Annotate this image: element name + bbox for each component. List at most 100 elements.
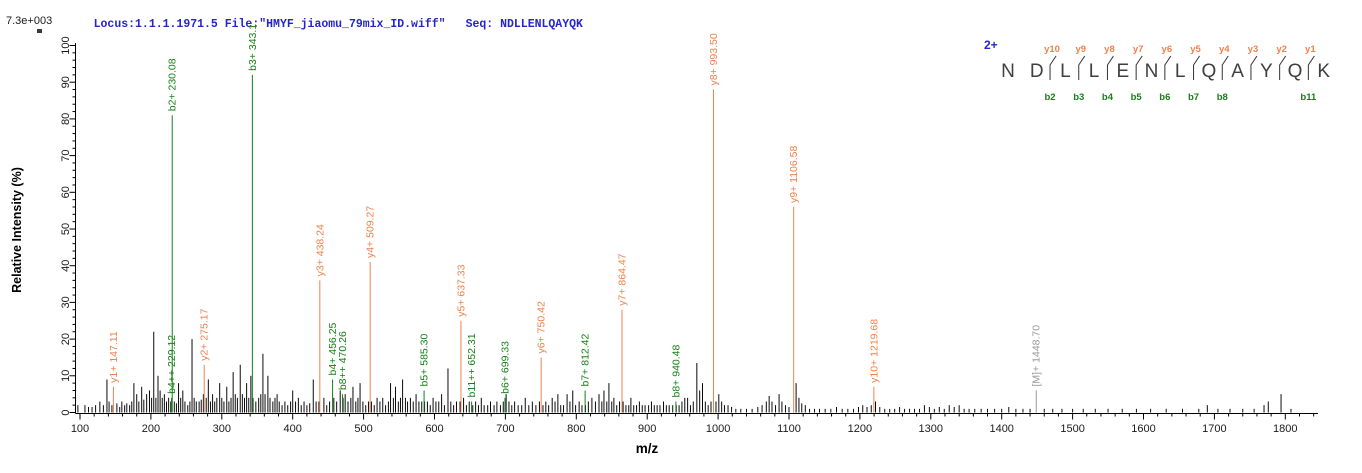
- x-axis-tick-label: 400: [284, 423, 302, 435]
- fragment-peak-label-b3+: b3+ 343.1: [247, 24, 259, 71]
- y-axis-tick-label: 30: [60, 296, 72, 308]
- locus-file-label: Locus:1.1.1.1971.5 File:"HMYF_jiaomu_79m…: [93, 18, 446, 31]
- fragment-peak-label-[M]+: [M]+ 1448.70: [1031, 325, 1043, 387]
- fragment-peak-label-y10+: y10+ 1219.68: [868, 319, 880, 383]
- seq-b-ion-label-b5: b5: [1131, 92, 1143, 103]
- x-axis-tick-label: 1700: [1202, 423, 1226, 435]
- y-axis-tick-label: 70: [60, 149, 72, 161]
- residue-7-L: L: [1175, 61, 1186, 82]
- residue-5-E: E: [1116, 61, 1129, 82]
- x-axis-tick-label: 1300: [919, 423, 943, 435]
- x-axis-tick-label: 1000: [706, 423, 730, 435]
- residue-8-Q: Q: [1202, 61, 1217, 82]
- fragment-peak-label-y2+: y2+ 275.17: [199, 308, 211, 360]
- x-axis-tick-label: 800: [567, 423, 585, 435]
- fragment-peak-label-b7+: b7+ 812.42: [580, 333, 592, 386]
- residue-2-D: D: [1030, 61, 1044, 82]
- residue-11-Q: Q: [1288, 61, 1303, 82]
- seq-b-ion-label-b6: b6: [1159, 92, 1170, 103]
- residue-4-L: L: [1089, 61, 1100, 82]
- residue-1-N: N: [1001, 61, 1015, 82]
- seq-y-ion-label-y1: y1: [1305, 44, 1316, 55]
- fragmentation-mark: [1135, 55, 1143, 80]
- sequence-label: Seq: NDLLENLQAYQK: [465, 18, 583, 31]
- y-axis-tick-label: 60: [60, 186, 72, 198]
- y-axis-tick-label: 90: [60, 76, 72, 88]
- fragment-peak-label-y4+: y4+ 509.27: [365, 206, 377, 258]
- seq-b-ion-label-b7: b7: [1188, 92, 1199, 103]
- fragment-peak-label-b8++: b8++ 470.26: [337, 331, 349, 390]
- fragment-peak-label-y1+: y1+ 147.11: [108, 331, 120, 383]
- fragmentation-mark: [1106, 55, 1114, 80]
- fragment-peak-label-y3+: y3+ 438.24: [314, 224, 326, 276]
- residue-6-N: N: [1145, 61, 1159, 82]
- y-axis-tick-label: 0: [60, 409, 72, 415]
- fragment-peak-label-y9+: y9+ 1106.58: [788, 146, 800, 203]
- x-axis-tick-label: 1200: [848, 423, 872, 435]
- fragment-peak-label-y8+: y8+ 993.50: [708, 33, 720, 85]
- fragment-peak-label-b11++: b11++ 652.31: [466, 333, 478, 397]
- y-axis-tick-label: 80: [60, 113, 72, 125]
- seq-y-ion-label-y6: y6: [1162, 44, 1173, 55]
- y-axis-tick-label: 40: [60, 260, 72, 272]
- x-axis-tick-label: 1800: [1273, 423, 1297, 435]
- fragmentation-mark: [1307, 55, 1315, 80]
- seq-b-ion-label-b4: b4: [1102, 92, 1114, 103]
- seq-y-ion-label-y10: y10: [1044, 44, 1060, 55]
- fragment-peak-label-b8+: b8+ 940.48: [670, 344, 682, 397]
- residue-12-K: K: [1317, 61, 1330, 82]
- y-axis-tick-label: 10: [60, 370, 72, 382]
- base-peak-intensity-label: 7.3e+003: [6, 15, 53, 27]
- fragment-peak-label-b6+: b6+ 699.33: [499, 341, 511, 394]
- seq-b-ion-label-b8: b8: [1217, 92, 1228, 103]
- fragmentation-mark: [1250, 55, 1258, 80]
- seq-y-ion-label-y3: y3: [1248, 44, 1259, 55]
- x-axis-tick-label: 200: [142, 423, 160, 435]
- seq-y-ion-label-y9: y9: [1075, 44, 1086, 55]
- spectrum-header: Locus:1.1.1.1971.5 File:"HMYF_jiaomu_79m…: [66, 5, 583, 44]
- x-axis-tick-label: 100: [71, 423, 89, 435]
- residue-9-A: A: [1231, 61, 1244, 82]
- x-axis-tick-label: 300: [213, 423, 231, 435]
- x-axis-tick-label: 1600: [1131, 423, 1155, 435]
- fragment-peak-label-y6+: y6+ 750.42: [536, 301, 548, 353]
- fragmentation-mark: [1279, 55, 1287, 80]
- fragmentation-mark: [1164, 55, 1172, 80]
- fragment-peak-label-y7+: y7+ 864.47: [617, 253, 629, 305]
- y-axis-tick-label: 100: [60, 36, 72, 54]
- seq-b-ion-label-b11: b11: [1300, 92, 1317, 103]
- fragment-peak-label-y5+: y5+ 637.33: [455, 264, 467, 316]
- seq-y-ion-label-y4: y4: [1219, 44, 1230, 55]
- seq-y-ion-label-y2: y2: [1276, 44, 1287, 55]
- seq-b-ion-label-b2: b2: [1045, 92, 1056, 103]
- precursor-charge-label: 2+: [984, 38, 998, 52]
- fragment-peak-label-b2+: b2+ 230.08: [167, 58, 179, 111]
- tiny-marker: [37, 29, 42, 33]
- seq-b-ion-label-b3: b3: [1073, 92, 1084, 103]
- fragment-peak-label-b4+: b4+ 456.25: [327, 322, 339, 375]
- y-axis-tick-label: 20: [60, 333, 72, 345]
- fragmentation-mark: [1221, 55, 1229, 80]
- x-axis-tick-label: 1100: [777, 423, 801, 435]
- x-axis-tick-label: 1400: [989, 423, 1013, 435]
- fragment-peak-label-b5+: b5+ 585.30: [419, 333, 431, 386]
- y-axis-title: Relative Intensity (%): [10, 167, 24, 293]
- x-axis-title: m/z: [636, 441, 659, 456]
- fragmentation-mark: [1078, 55, 1086, 80]
- residue-3-L: L: [1060, 61, 1071, 82]
- seq-y-ion-label-y5: y5: [1190, 44, 1201, 55]
- x-axis-tick-label: 500: [354, 423, 372, 435]
- x-axis-tick-label: 1500: [1060, 423, 1084, 435]
- y-axis-tick-label: 50: [60, 223, 72, 235]
- x-axis-tick-label: 600: [425, 423, 443, 435]
- x-axis-tick-label: 900: [638, 423, 656, 435]
- seq-y-ion-label-y8: y8: [1104, 44, 1115, 55]
- seq-y-ion-label-y7: y7: [1133, 44, 1144, 55]
- residue-10-Y: Y: [1260, 61, 1273, 82]
- x-axis-tick-label: 700: [496, 423, 514, 435]
- fragmentation-mark: [1049, 55, 1057, 80]
- fragmentation-mark: [1193, 55, 1200, 80]
